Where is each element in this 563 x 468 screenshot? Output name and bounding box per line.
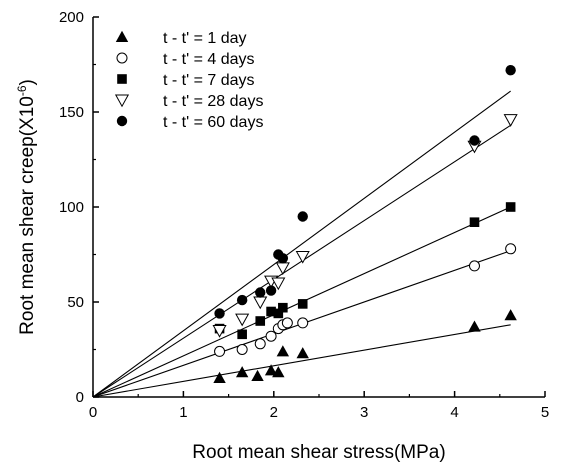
y-tick-label: 150 <box>59 104 84 121</box>
legend-marker <box>116 115 128 127</box>
legend-label: t - t' = 60 days <box>163 114 263 131</box>
legend: t - t' = 1 day t - t' = 4 days t - t' = 7 … <box>114 30 263 131</box>
data-point <box>505 243 517 255</box>
data-point <box>214 308 225 319</box>
x-tick-label: 4 <box>450 404 458 421</box>
data-point <box>253 296 268 310</box>
legend-label: t - t' = 28 days <box>163 93 263 110</box>
fit-line <box>92 90 511 398</box>
data-point <box>266 306 276 317</box>
data-point <box>297 299 308 309</box>
data-point <box>237 329 247 340</box>
data-point <box>236 344 248 355</box>
data-point <box>264 364 278 376</box>
data-point <box>275 262 290 276</box>
data-point <box>277 253 289 264</box>
y-axis-title-close: ) <box>17 79 38 85</box>
y-axis-title-main: Root mean shear creep(X10 <box>17 96 38 335</box>
data-point <box>469 217 480 227</box>
legend-marker <box>117 74 127 84</box>
data-point <box>235 366 249 378</box>
data-point <box>468 260 480 272</box>
data-point <box>255 287 266 298</box>
data-point <box>295 250 310 264</box>
y-axis-title: Root mean shear creep(X10-6) <box>15 79 38 335</box>
data-point <box>468 320 481 332</box>
data-point <box>212 325 227 338</box>
y-tick-label: 50 <box>67 294 84 311</box>
data-point <box>278 302 288 313</box>
data-point <box>235 313 250 327</box>
data-point <box>281 317 293 329</box>
legend-label: t - t' = 1 day <box>163 30 247 47</box>
data-point <box>505 202 516 212</box>
data-point <box>273 308 284 319</box>
data-point <box>469 135 480 146</box>
y-axis-title-exponent: -6 <box>15 85 29 96</box>
legend-label: t - t' = 7 days <box>163 72 255 89</box>
data-point <box>271 277 286 291</box>
legend-marker <box>115 30 129 42</box>
x-tick-label: 3 <box>360 404 368 421</box>
y-tick-label: 0 <box>76 389 84 406</box>
data-markers <box>212 65 518 383</box>
data-point <box>213 371 226 383</box>
data-point <box>297 211 308 222</box>
data-point <box>265 330 277 342</box>
x-tick-label: 5 <box>541 404 549 421</box>
axes <box>92 17 545 398</box>
data-point <box>255 316 266 326</box>
fit-line <box>92 324 511 398</box>
data-point <box>297 317 309 329</box>
data-point <box>254 338 266 350</box>
x-tick-label: 1 <box>179 404 187 421</box>
data-point <box>236 294 248 306</box>
x-axis-title: Root mean shear stress(MPa) <box>192 442 445 463</box>
data-point <box>251 369 264 382</box>
data-point <box>504 309 517 321</box>
x-tick-label: 0 <box>89 404 97 421</box>
x-ticks: 0 1 2 3 4 5 <box>89 391 549 421</box>
data-point <box>503 114 518 127</box>
data-point <box>265 285 277 296</box>
legend-marker <box>114 94 130 108</box>
data-point <box>296 347 309 359</box>
data-point <box>272 366 285 378</box>
legend-label: t - t' = 4 days <box>163 51 255 68</box>
x-tick-label: 2 <box>270 404 278 421</box>
y-tick-label: 100 <box>59 199 84 216</box>
y-ticks: 0 50 100 150 200 <box>59 9 99 406</box>
data-point <box>276 345 290 357</box>
data-point <box>214 345 226 357</box>
legend-marker <box>116 52 128 64</box>
y-tick-label: 200 <box>59 9 84 26</box>
data-point <box>505 65 516 76</box>
